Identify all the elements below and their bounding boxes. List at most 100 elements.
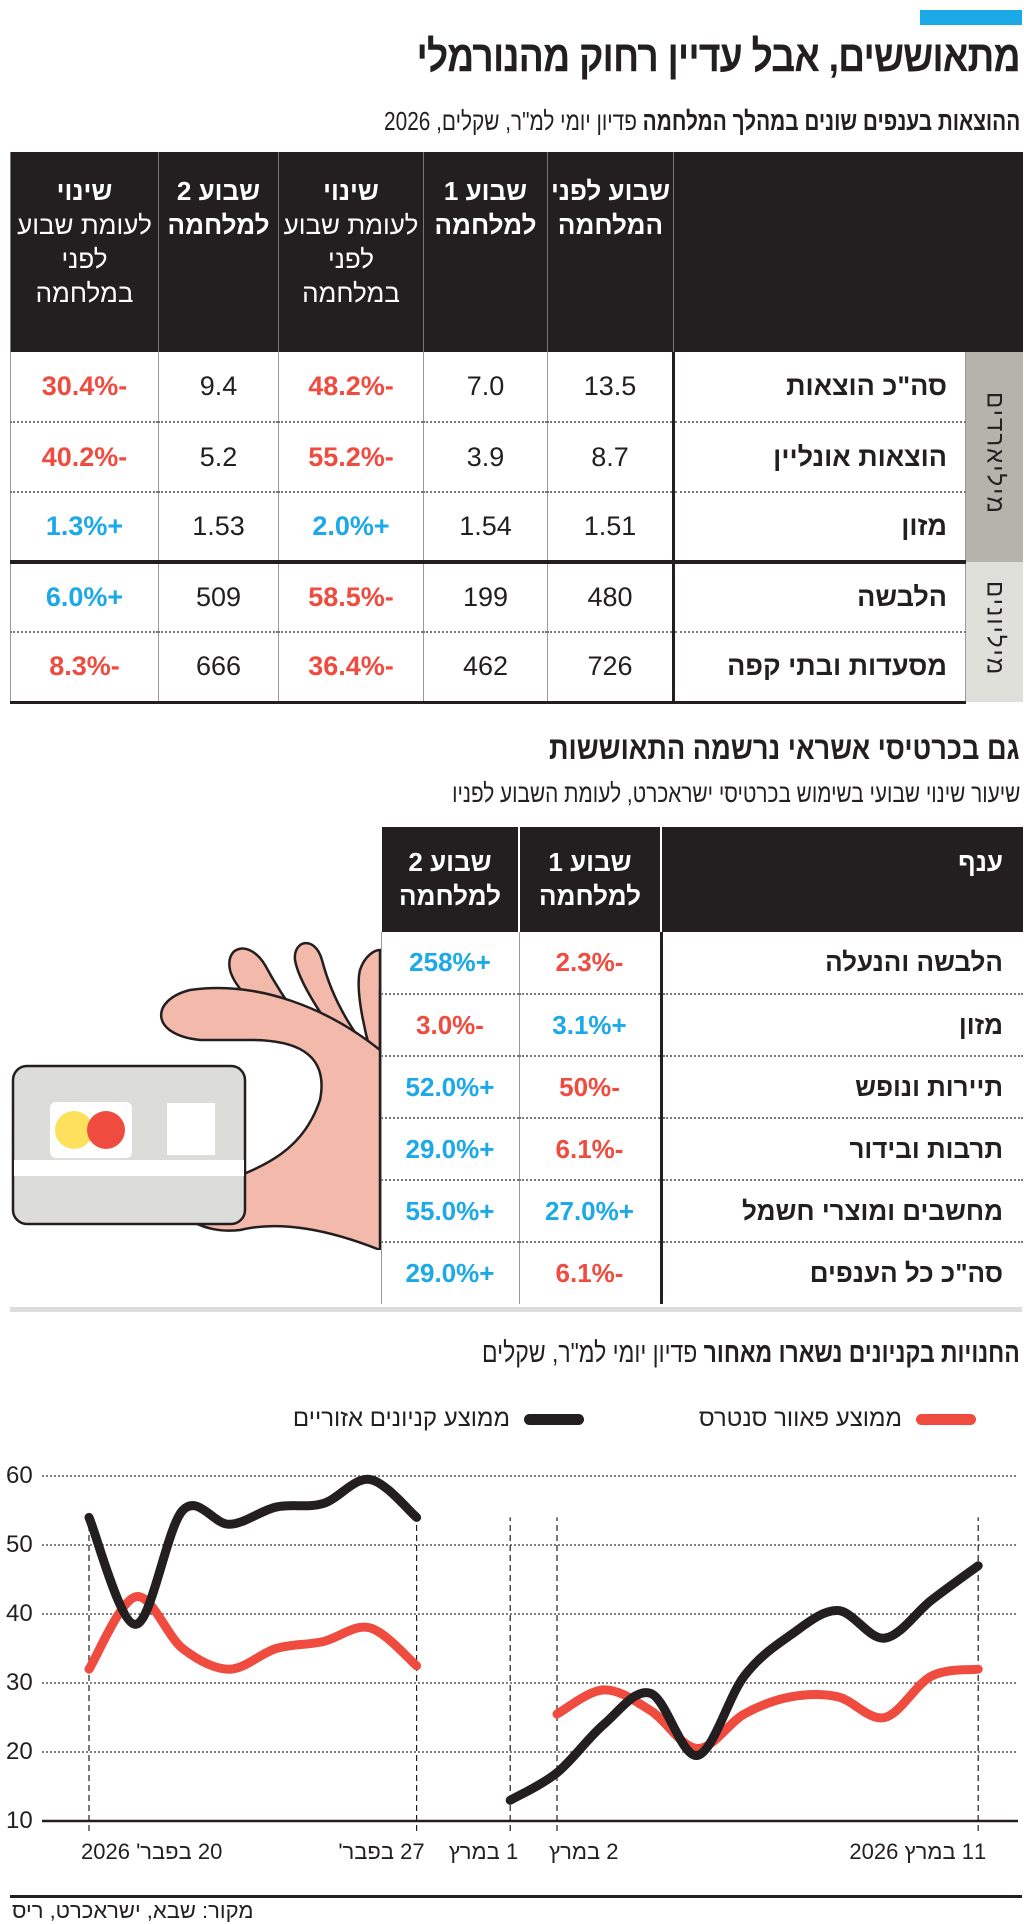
table-row: הלבשה והנעלה-2.3%+258% (381, 932, 1023, 994)
section2-subtitle: שיעור שינוי שבועי בשימוש בכרטיסי ישראכרט… (452, 778, 1020, 809)
cell-before: 8.7 (548, 422, 674, 492)
cell-w1: 199 (424, 562, 548, 632)
row-label: הוצאות אונליין (674, 422, 966, 492)
cell-w1: 462 (424, 632, 548, 702)
cell-week2: +258% (381, 932, 519, 994)
row-label: סה"כ הוצאות (674, 352, 966, 422)
table-row: סה"כ כל הענפים-6.1%+29.0% (381, 1242, 1023, 1304)
table-row: תיירות ונופש-50%+52.0% (381, 1056, 1023, 1118)
cell-week1: -50% (519, 1056, 661, 1118)
header-blank (674, 152, 1023, 352)
divider (10, 1307, 1022, 1312)
header-branch: ענף (661, 827, 1023, 932)
unit-label: מיליונים (980, 581, 1008, 676)
cell-ch1: -58.5% (279, 562, 424, 632)
branch-label: הלבשה והנעלה (661, 932, 1023, 994)
column-header: שבוע לפני המלחמה (548, 152, 674, 352)
cell-week2: -3.0% (381, 994, 519, 1056)
unit-label: מיליארדים (980, 392, 1008, 515)
cell-ch1: -55.2% (279, 422, 424, 492)
section2-title: גם בכרטיסי אשראי נרשמה התאוששות (549, 730, 1020, 767)
page-subtitle: ההוצאות בענפים שונים במהלך המלחמה פדיון … (384, 106, 1020, 137)
branch-label: סה"כ כל הענפים (661, 1242, 1023, 1304)
header-bold: שינוי (57, 176, 113, 206)
page-title: מתאוששים, אבל עדיין רחוק מהנורמלי (417, 32, 1020, 82)
table-row: תרבות ובידור-6.1%+29.0% (381, 1118, 1023, 1180)
cell-week2: +29.0% (381, 1242, 519, 1304)
header-bold: שבוע לפני המלחמה (551, 176, 670, 240)
table-row: מזון+3.1%-3.0% (381, 994, 1023, 1056)
cell-week1: +3.1% (519, 994, 661, 1056)
table-row: מחשבים ומוצרי חשמל+27.0%+55.0% (381, 1180, 1023, 1242)
cell-week1: +27.0% (519, 1180, 661, 1242)
legend-swatch (916, 1414, 976, 1425)
line-chart (0, 1440, 1024, 1890)
cell-w2: 509 (159, 562, 279, 632)
cell-ch2: -30.4% (11, 352, 159, 422)
cell-before: 726 (548, 632, 674, 702)
cell-ch2: +6.0% (11, 562, 159, 632)
branch-label: מזון (661, 994, 1023, 1056)
cell-w2: 1.53 (159, 492, 279, 562)
hand-holding-card-illustration (0, 930, 385, 1250)
cell-before: 480 (548, 562, 674, 632)
cell-week1: -6.1% (519, 1242, 661, 1304)
cell-w2: 5.2 (159, 422, 279, 492)
branch-label: תרבות ובידור (661, 1118, 1023, 1180)
column-header: שבוע 1 למלחמה (424, 152, 548, 352)
cell-w2: 9.4 (159, 352, 279, 422)
source-note: מקור: שבא, ישראכרט, ריס (12, 1898, 254, 1924)
accent-bar (920, 10, 1022, 25)
series-line-power-centers (89, 1597, 417, 1670)
series-line-regional-malls (510, 1566, 978, 1801)
chart-title-bold: החנויות בקניונים נשארו מאחור (704, 1337, 1020, 1368)
row-label: מסעדות ובתי קפה (674, 632, 966, 702)
cell-ch1: -36.4% (279, 632, 424, 702)
header-bold: שבוע 2 למלחמה (168, 176, 270, 240)
legend-item-regional-malls: ממוצע קניונים אזוריים (293, 1405, 584, 1433)
branch-label: תיירות ונופש (661, 1056, 1023, 1118)
cell-w2: 666 (159, 632, 279, 702)
legend-label: ממוצע קניונים אזוריים (293, 1405, 510, 1433)
column-header: שבוע 2 למלחמה (159, 152, 279, 352)
unit-band: מיליארדים (966, 352, 1023, 562)
unit-band: מיליונים (966, 562, 1023, 702)
cell-week2: +55.0% (381, 1180, 519, 1242)
header-note: לעומת שבוע לפני במלחמה (11, 208, 158, 310)
cell-ch2: +1.3% (11, 492, 159, 562)
cell-before: 1.51 (548, 492, 674, 562)
cell-ch1: -48.2% (279, 352, 424, 422)
cell-ch2: -8.3% (11, 632, 159, 702)
header-bold: שינוי (323, 176, 379, 206)
credit-card-icon (13, 1066, 245, 1224)
header-note: לעומת שבוע לפני במלחמה (279, 208, 423, 310)
cell-ch2: -40.2% (11, 422, 159, 492)
cell-week2: +29.0% (381, 1118, 519, 1180)
cell-ch1: +2.0% (279, 492, 424, 562)
subtitle-bold: ההוצאות בענפים שונים במהלך המלחמה (642, 106, 1020, 136)
cell-week1: -6.1% (519, 1118, 661, 1180)
cell-w1: 7.0 (424, 352, 548, 422)
row-label: מזון (674, 492, 966, 562)
cell-week2: +52.0% (381, 1056, 519, 1118)
chart-title: החנויות בקניונים נשארו מאחור פדיון יומי … (482, 1337, 1020, 1369)
branch-label: מחשבים ומוצרי חשמל (661, 1180, 1023, 1242)
cell-w1: 1.54 (424, 492, 548, 562)
legend-item-power-centers: ממוצע פאוור סנטרס (699, 1405, 976, 1433)
header-week2: שבוע 2 למלחמה (381, 827, 519, 932)
credit-card-table: ענף שבוע 1 למלחמה שבוע 2 למלחמה הלבשה וה… (380, 827, 1023, 1304)
legend-swatch (524, 1414, 584, 1425)
legend-label: ממוצע פאוור סנטרס (699, 1405, 902, 1433)
series-line-regional-malls (89, 1479, 417, 1624)
cell-before: 13.5 (548, 352, 674, 422)
header-bold: שבוע 1 למלחמה (435, 176, 537, 240)
chart-title-rest: פדיון יומי למ"ר, שקלים (482, 1337, 704, 1368)
cell-w1: 3.9 (424, 422, 548, 492)
